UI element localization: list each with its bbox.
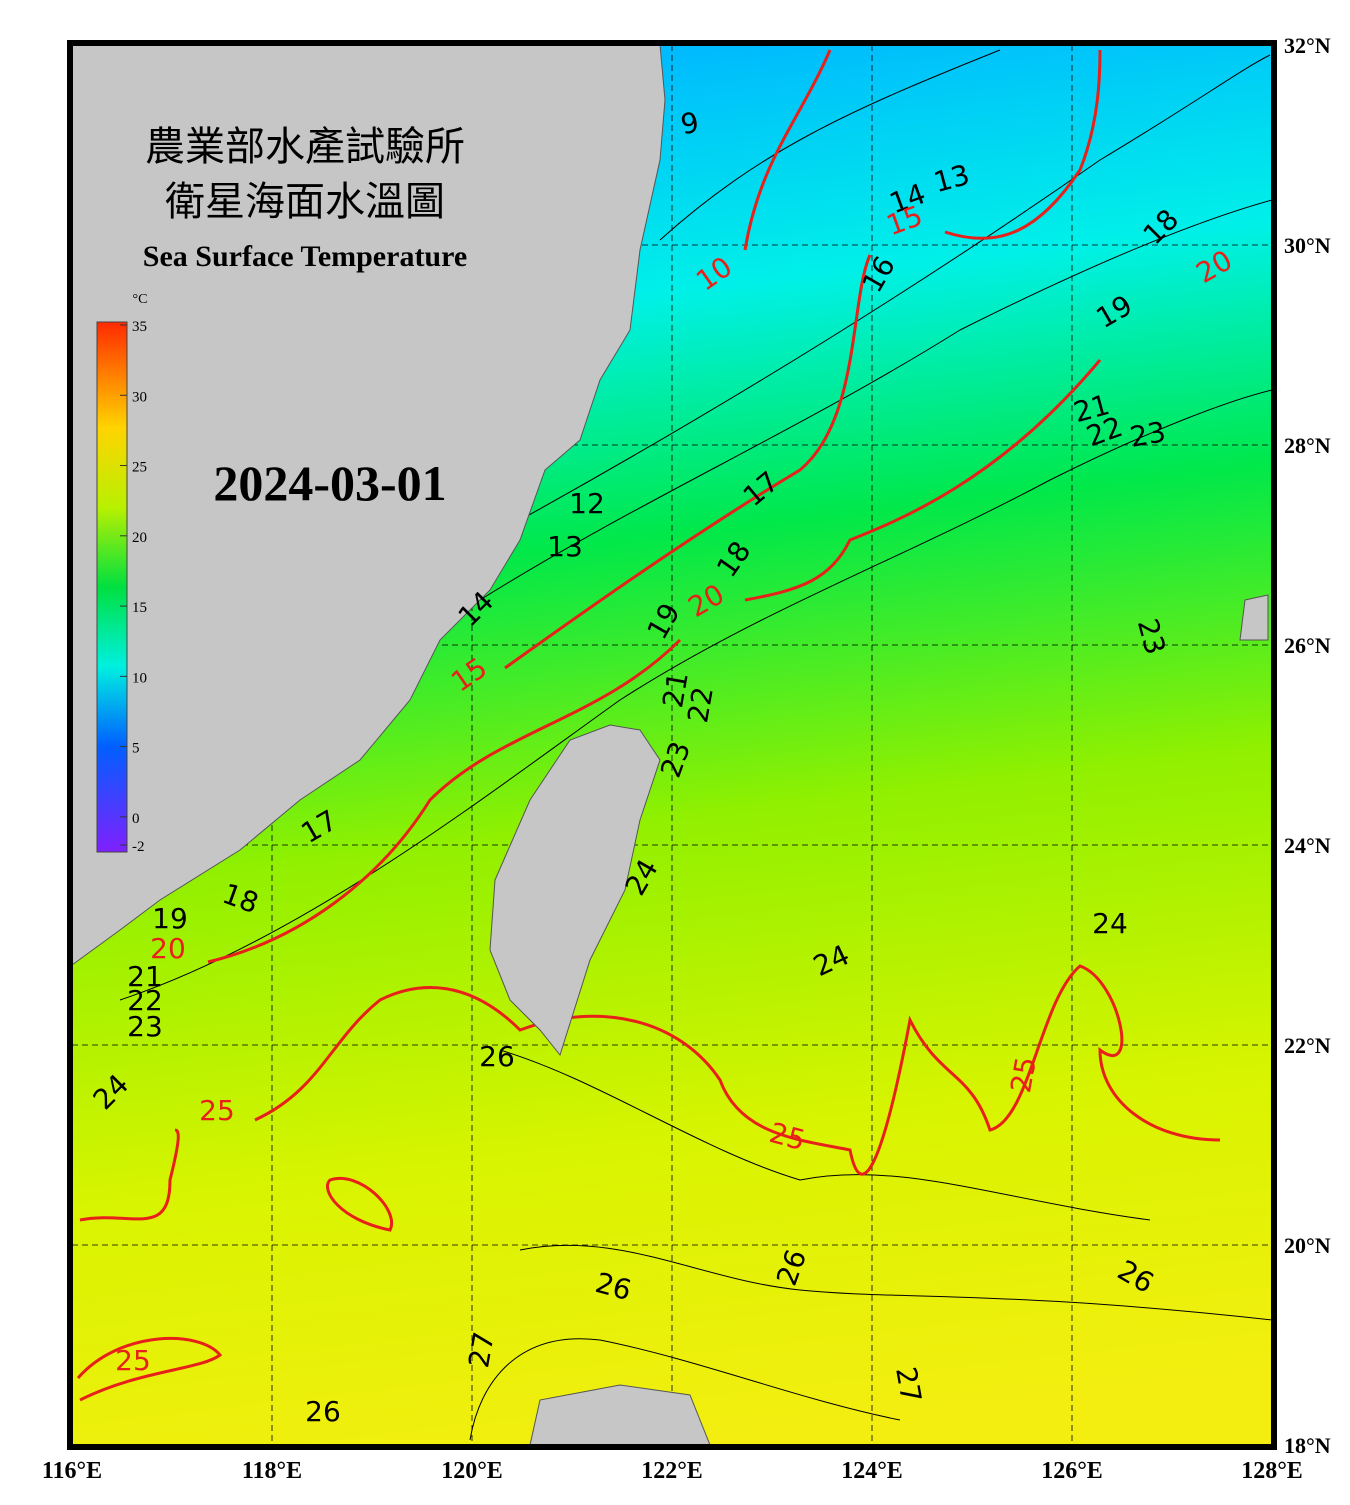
contour-label: 26 (305, 1395, 341, 1428)
lon-label: 122°E (641, 1458, 703, 1484)
isotherm-major (326, 1176, 394, 1232)
title-en: Sea Surface Temperature (143, 240, 467, 273)
isotherm (469, 1338, 901, 1441)
lat-label: 22°N (1284, 1033, 1331, 1058)
contour-label: 23 (127, 1010, 163, 1043)
isotherm-major (76, 1336, 223, 1402)
contour-label: 24 (1092, 907, 1128, 940)
isotherm-major (79, 1128, 180, 1222)
lon-label: 120°E (441, 1458, 503, 1484)
contour-label: 27 (462, 1329, 501, 1370)
isotherm-major (254, 964, 1221, 1176)
contour-label: 9 (678, 106, 701, 142)
lon-label: 128°E (1241, 1458, 1303, 1484)
colorbar-tick-label: 15 (132, 600, 147, 616)
colorbar-tick-label: 35 (132, 319, 147, 335)
contour-label: 25 (1004, 1054, 1043, 1095)
contour-label: 13 (547, 530, 583, 563)
contour-label: 27 (889, 1364, 928, 1405)
isotherm-major (743, 49, 832, 251)
major-isotherms (76, 49, 1221, 1402)
isotherm (519, 54, 1271, 521)
lon-label: 118°E (242, 1458, 302, 1484)
colorbar-tick-label: 30 (132, 389, 147, 405)
lat-label: 20°N (1284, 1233, 1331, 1258)
lat-label: 18°N (1284, 1433, 1331, 1458)
lat-label: 30°N (1284, 233, 1331, 258)
colorbar-tick-label: 0 (132, 811, 140, 827)
lat-label: 26°N (1284, 633, 1331, 658)
map-frame (67, 40, 1277, 1450)
colorbar-tick-label: 5 (132, 741, 140, 757)
contour-label: 22 (127, 984, 163, 1017)
mainland (71, 44, 666, 966)
colorbar-unit: °C (133, 292, 148, 307)
isotherm-major (944, 49, 1102, 240)
title-zh: 農業部水產試驗所 (145, 124, 465, 169)
contour-label: 25 (199, 1094, 235, 1127)
contour-label: 19 (152, 902, 188, 935)
contour-label: 25 (115, 1344, 151, 1377)
colorbar-tick-label: 25 (132, 460, 147, 476)
lat-label: 32°N (1284, 33, 1331, 58)
isotherm-major (744, 359, 1102, 602)
isotherm (499, 1049, 1151, 1221)
isotherm (119, 389, 1273, 1001)
contour-label: 12 (569, 487, 605, 520)
contour-label: 22 (681, 684, 720, 725)
lon-label: 116°E (42, 1458, 102, 1484)
isotherm-major (207, 638, 682, 964)
contour-label: 26 (479, 1040, 515, 1073)
colorbar-tick-label: 20 (132, 530, 147, 546)
contour-label: 23 (1127, 415, 1168, 454)
lat-label: 24°N (1284, 833, 1331, 858)
date: 2024-03-01 (213, 455, 446, 511)
isotherm-major (504, 254, 872, 670)
island (1239, 594, 1269, 641)
contour-label: 21 (656, 669, 695, 710)
isotherm (479, 199, 1273, 601)
colorbar (96, 321, 128, 853)
lon-label: 124°E (841, 1458, 903, 1484)
isotherms (119, 49, 1273, 1441)
isotherm (659, 49, 1001, 241)
title-zh: 衛星海面水溫圖 (165, 179, 445, 224)
isotherm (519, 1244, 1273, 1321)
taiwan (489, 724, 661, 1057)
colorbar-tick-label: -2 (132, 839, 145, 855)
lon-label: 126°E (1041, 1458, 1103, 1484)
contour-label: 21 (127, 960, 163, 993)
lat-label: 28°N (1284, 433, 1331, 458)
contour-label: 20 (150, 932, 186, 965)
colorbar-tick-label: 10 (132, 670, 147, 686)
